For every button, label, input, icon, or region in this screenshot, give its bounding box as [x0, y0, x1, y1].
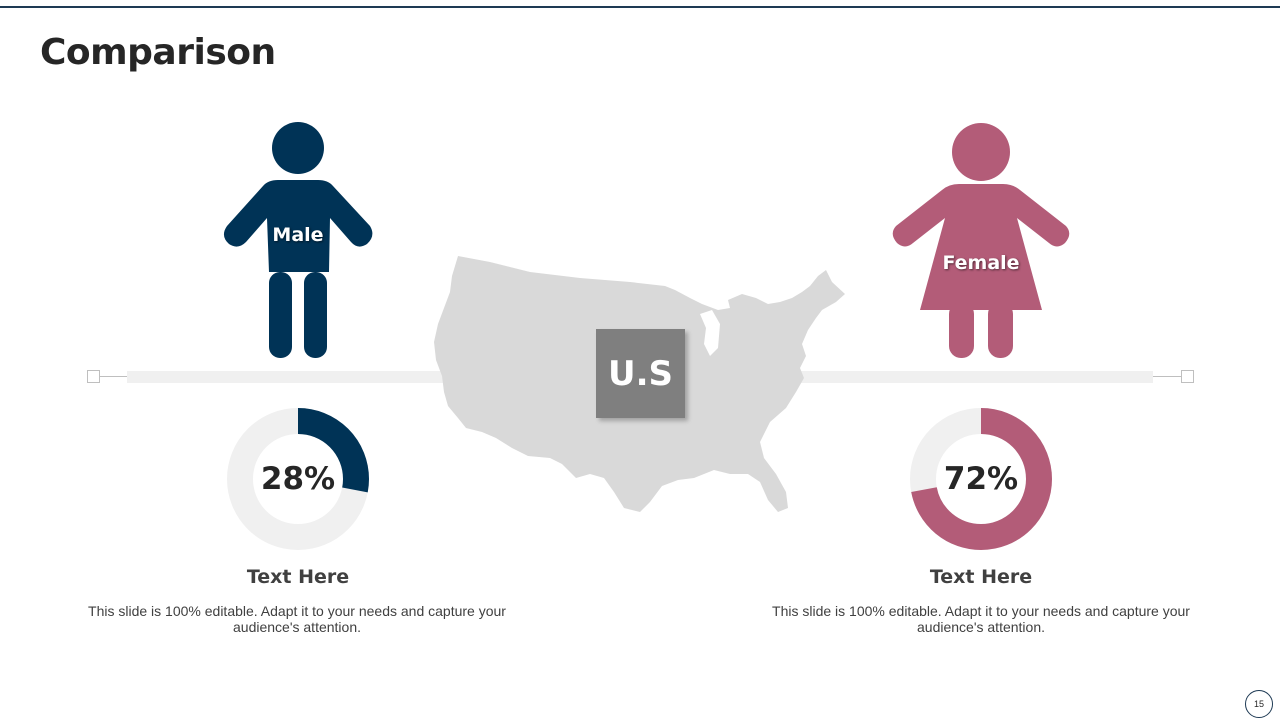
female-donut-arc: [910, 408, 1052, 550]
female-percent-text: 72%: [943, 461, 1019, 497]
male-percent-donut: [227, 408, 369, 550]
male-person-icon: [223, 122, 373, 358]
top-accent-line: [0, 6, 1280, 8]
male-heading: Text Here: [246, 566, 350, 588]
us-label-box: U.S: [596, 329, 685, 418]
right-baseline: [800, 371, 1153, 383]
female-description: This slide is 100% editable. Adapt it to…: [772, 603, 1190, 635]
left-baseline: [127, 371, 457, 383]
right-connector-line: [1153, 376, 1181, 377]
female-heading: Text Here: [929, 566, 1033, 588]
male-donut-arc: [227, 408, 369, 550]
female-percent-donut: [910, 408, 1052, 550]
female-label: Female: [942, 252, 1020, 274]
male-percent-text: 28%: [260, 461, 336, 497]
left-end-marker: [87, 370, 100, 383]
female-person-icon: [892, 123, 1070, 358]
male-description: This slide is 100% editable. Adapt it to…: [88, 603, 506, 635]
right-end-marker: [1181, 370, 1194, 383]
slide-title: Comparison: [40, 32, 276, 73]
left-connector-line: [100, 376, 127, 377]
page-number: 15: [1245, 690, 1273, 718]
male-label: Male: [272, 224, 324, 246]
